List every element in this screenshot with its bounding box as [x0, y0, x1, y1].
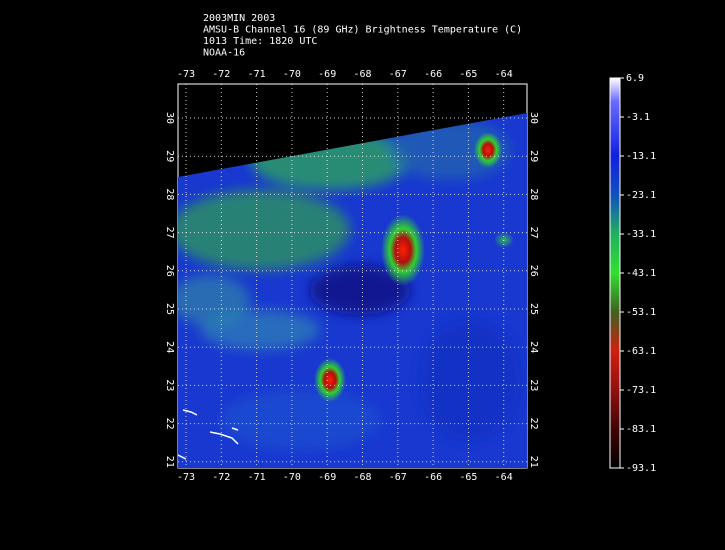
- colorbar-label: -93.1: [626, 463, 656, 474]
- lon-label-top: -71: [248, 69, 266, 80]
- lon-label-bottom: -73: [177, 472, 195, 483]
- lat-label-left: 21: [164, 456, 175, 468]
- lon-label-top: -64: [495, 69, 513, 80]
- colorbar: [609, 77, 621, 469]
- lon-label-bottom: -64: [495, 472, 513, 483]
- lon-label-top: -66: [424, 69, 442, 80]
- lat-label-left: 22: [164, 418, 175, 430]
- title-line: NOAA-16: [203, 48, 245, 59]
- lat-label-right: 30: [528, 112, 539, 124]
- lat-label-left: 30: [164, 112, 175, 124]
- lon-label-bottom: -69: [318, 472, 336, 483]
- lon-label-bottom: -70: [283, 472, 301, 483]
- lat-label-right: 23: [528, 379, 539, 391]
- lon-label-bottom: -68: [353, 472, 371, 483]
- lat-label-left: 23: [164, 379, 175, 391]
- lat-label-right: 21: [528, 456, 539, 468]
- lon-label-bottom: -67: [389, 472, 407, 483]
- lat-label-right: 29: [528, 150, 539, 162]
- lat-label-left: 29: [164, 150, 175, 162]
- lat-label-right: 27: [528, 227, 539, 239]
- lat-label-left: 28: [164, 188, 175, 200]
- lat-label-right: 28: [528, 188, 539, 200]
- lon-label-top: -68: [353, 69, 371, 80]
- lon-label-top: -69: [318, 69, 336, 80]
- lat-label-left: 27: [164, 227, 175, 239]
- lat-label-right: 22: [528, 418, 539, 430]
- lon-label-bottom: -72: [212, 472, 230, 483]
- lat-label-right: 24: [528, 341, 539, 353]
- lon-label-top: -67: [389, 69, 407, 80]
- colorbar-label: -23.1: [626, 190, 656, 201]
- lon-label-bottom: -66: [424, 472, 442, 483]
- lon-label-bottom: -71: [248, 472, 266, 483]
- title-line: 2003MIN 2003: [203, 13, 275, 24]
- lat-label-left: 24: [164, 341, 175, 353]
- lon-label-top: -65: [459, 69, 477, 80]
- colorbar-label: -43.1: [626, 268, 656, 279]
- colorbar-label: -33.1: [626, 229, 656, 240]
- lon-label-bottom: -65: [459, 472, 477, 483]
- colorbar-label: -13.1: [626, 151, 656, 162]
- lat-label-left: 26: [164, 265, 175, 277]
- lat-label-left: 25: [164, 303, 175, 315]
- colorbar-label: -3.1: [626, 112, 650, 123]
- lon-label-top: -73: [177, 69, 195, 80]
- lat-label-right: 25: [528, 303, 539, 315]
- colorbar-label: -63.1: [626, 346, 656, 357]
- colorbar-label: -53.1: [626, 307, 656, 318]
- title-line: 1013 Time: 1820 UTC: [203, 36, 317, 47]
- title-line: AMSU-B Channel 16 (89 GHz) Brightness Te…: [203, 25, 522, 36]
- lon-label-top: -70: [283, 69, 301, 80]
- lat-label-right: 26: [528, 265, 539, 277]
- colorbar-label: -73.1: [626, 385, 656, 396]
- colorbar-label: 6.9: [626, 73, 644, 84]
- colorbar-label: -83.1: [626, 424, 656, 435]
- lon-label-top: -72: [212, 69, 230, 80]
